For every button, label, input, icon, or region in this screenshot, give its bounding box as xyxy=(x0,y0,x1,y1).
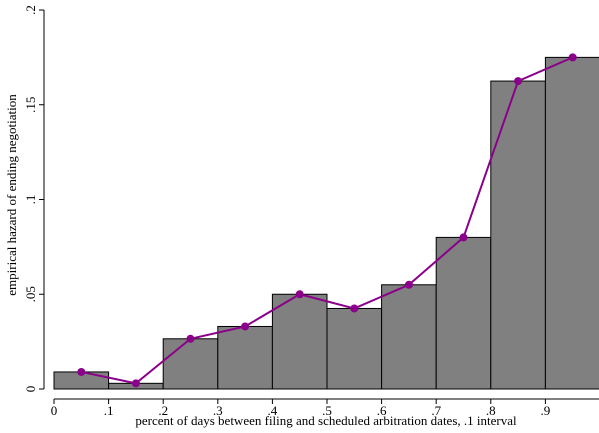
x-tick-label: 0 xyxy=(51,403,58,418)
series-point xyxy=(350,304,359,313)
series-point xyxy=(568,53,577,62)
y-tick-label: .1 xyxy=(23,195,38,205)
series-point xyxy=(241,322,250,331)
series-polyline xyxy=(81,56,574,385)
x-tick-label: .6 xyxy=(377,403,387,418)
series-point xyxy=(295,290,304,299)
x-axis: 0 .1 .2 .3 .4 .5 .6 .7 .8 .9 xyxy=(51,398,599,418)
bar xyxy=(162,338,219,390)
x-tick-label: .3 xyxy=(213,403,223,418)
series-point xyxy=(404,280,413,289)
x-tick-label: .2 xyxy=(158,403,168,418)
x-tick-label: .8 xyxy=(486,403,496,418)
y-tick-label: .05 xyxy=(23,286,38,302)
x-tick-label: .4 xyxy=(268,403,278,418)
bars xyxy=(53,56,599,390)
y-axis-label: empirical hazard of ending negotiation xyxy=(4,94,19,296)
series-point xyxy=(131,379,140,388)
y-tick-label: .2 xyxy=(23,5,38,15)
series-point xyxy=(514,77,523,86)
series-line xyxy=(77,53,577,388)
y-tick-label: .15 xyxy=(23,97,38,113)
x-tick-label: .1 xyxy=(104,403,114,418)
bar xyxy=(544,56,599,390)
series-point xyxy=(186,334,195,343)
y-tick-label: 0 xyxy=(23,386,38,393)
bar xyxy=(435,236,492,390)
series-point xyxy=(77,367,86,376)
x-tick-label: .9 xyxy=(541,403,551,418)
y-axis: 0 .05 .1 .15 .2 xyxy=(23,5,45,393)
series-point xyxy=(459,233,468,242)
bar xyxy=(271,293,328,390)
bar xyxy=(217,325,273,390)
bar xyxy=(326,307,383,390)
x-tick-label: .7 xyxy=(431,403,441,418)
bar xyxy=(381,284,437,390)
bar xyxy=(490,80,546,390)
x-tick-label: .5 xyxy=(322,403,332,418)
x-axis-label: percent of days between filing and sched… xyxy=(135,413,517,428)
